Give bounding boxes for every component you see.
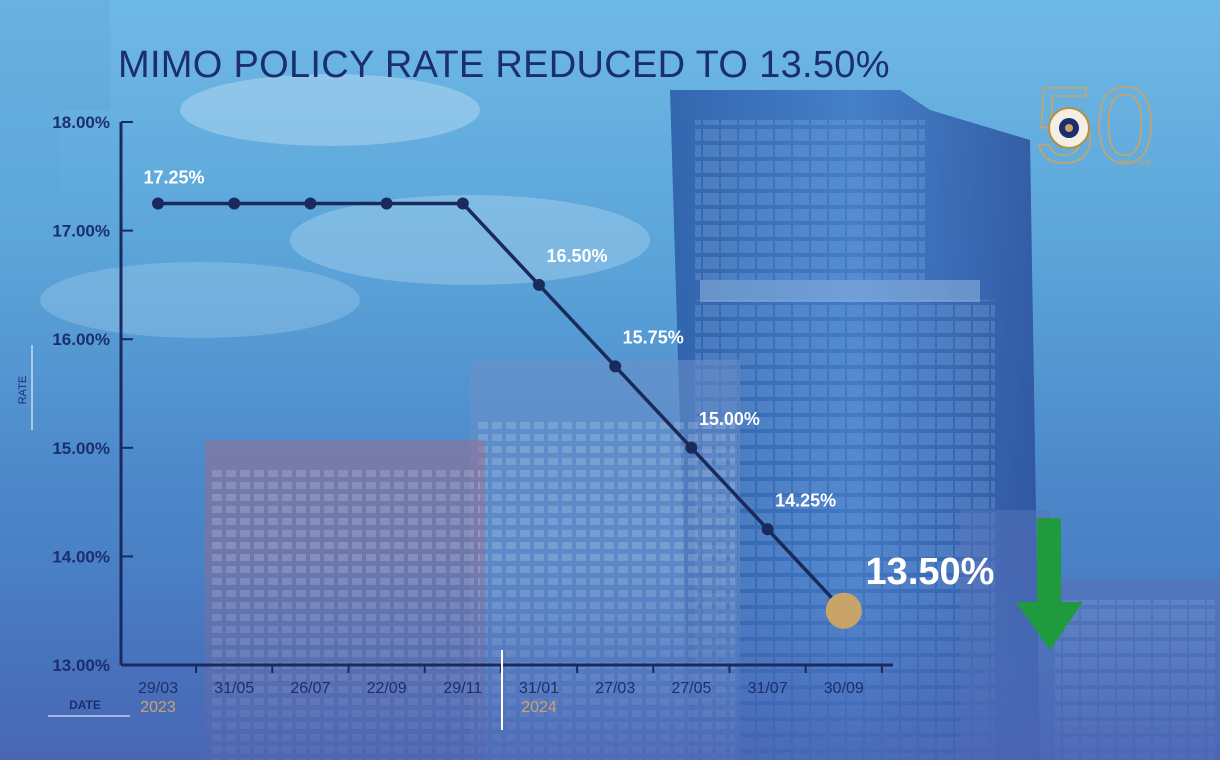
year-label: 2023 xyxy=(140,699,176,716)
y-tick-label: 16.00% xyxy=(52,330,110,349)
rate-value-label: 16.50% xyxy=(546,246,607,266)
rate-point xyxy=(533,278,545,291)
x-tick-label: 31/05 xyxy=(214,680,254,697)
chart-title: MIMO POLICY RATE REDUCED TO 13.50% xyxy=(118,44,890,86)
y-tick-label: 17.00% xyxy=(52,222,110,241)
rate-point xyxy=(304,197,317,210)
point-labels: 17.25% 16.50% 15.75% 15.00% 14.25% xyxy=(143,167,836,510)
anniversary-logo: 50 1975 · 2025 xyxy=(1034,70,1156,185)
y-tick-label: 18.00% xyxy=(52,113,110,132)
x-tick-label: 22/09 xyxy=(367,680,407,697)
x-tick-label: 27/03 xyxy=(595,680,635,697)
x-axis-label: DATE xyxy=(69,698,101,712)
rate-value-label: 15.75% xyxy=(623,327,684,347)
down-arrow-icon xyxy=(1016,518,1083,650)
bank-emblem-icon xyxy=(1048,107,1090,149)
x-tick-label: 27/05 xyxy=(671,680,711,697)
y-tick-label: 14.00% xyxy=(52,547,110,566)
chart-axes xyxy=(119,122,893,667)
x-tick-label: 26/07 xyxy=(290,680,330,697)
rate-series xyxy=(152,197,862,629)
current-rate-label: 13.50% xyxy=(866,551,995,593)
rate-value-label: 17.25% xyxy=(143,167,204,187)
rate-line xyxy=(158,201,846,612)
year-label: 2024 xyxy=(521,699,557,716)
x-tick-label: 31/07 xyxy=(748,680,788,697)
y-ticks: 18.00% 17.00% 16.00% 15.00% 14.00% 13.00% xyxy=(52,113,133,675)
rate-point xyxy=(152,197,164,210)
y-tick-label: 13.00% xyxy=(52,656,110,675)
y-axis-label: RATE xyxy=(17,376,29,405)
logo-years: 1975 · 2025 xyxy=(1119,161,1152,167)
rate-value-label: 15.00% xyxy=(699,409,760,429)
rate-point xyxy=(685,441,698,454)
rate-point xyxy=(761,523,774,536)
y-tick-label: 15.00% xyxy=(52,439,110,458)
x-tick-label: 31/01 xyxy=(519,680,559,697)
x-tick-label: 30/09 xyxy=(824,680,864,697)
rate-point xyxy=(609,360,622,373)
rate-point xyxy=(228,197,241,210)
rate-value-label: 14.25% xyxy=(775,490,836,510)
rate-point xyxy=(380,197,393,210)
x-tick-label: 29/11 xyxy=(443,680,482,697)
current-rate-point xyxy=(825,592,862,629)
x-tick-label: 29/03 xyxy=(138,680,178,697)
year-labels: 2023 2024 xyxy=(140,699,557,716)
rate-point xyxy=(456,197,469,210)
x-ticks: 29/03 31/05 26/07 22/09 29/11 31/01 27/03 27/05… xyxy=(138,665,883,697)
